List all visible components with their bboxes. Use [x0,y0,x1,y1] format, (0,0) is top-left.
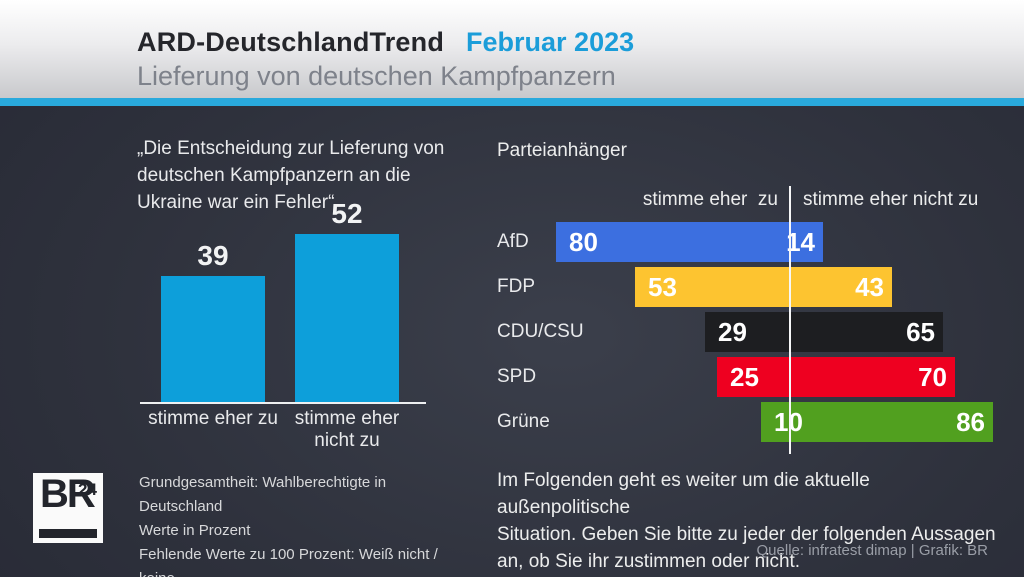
accent-stripe [0,98,1024,106]
source-credit: Quelle: infratest dimap | Grafik: BR [756,542,988,559]
agree-value: 10 [774,402,803,442]
br24-logo-bar [39,529,97,538]
br24-logo-sup: 24 [78,480,97,499]
party-bar: 53 43 [635,267,892,307]
party-label: SPD [497,366,537,387]
agree-value: 25 [730,362,759,392]
page-title: ARD-DeutschlandTrend [137,27,445,57]
disagree-value: 70 [918,362,947,392]
party-label: Grüne [497,411,550,432]
divider-line [789,186,791,454]
agree-value: 80 [569,227,598,257]
vertical-bar [161,276,265,403]
chart-baseline [140,402,426,404]
bar-category-label: stimme eher nicht zu [294,408,400,451]
header: ARD-DeutschlandTrend Februar 2023 Lieferu… [0,0,1024,98]
bar-value-label: 39 [197,240,229,271]
column-header-agree: stimme eher zu [642,189,778,210]
agree-value: 29 [718,317,747,347]
column-header-disagree: stimme eher nicht zu [803,189,979,210]
bar-category-label: stimme eher zu [148,408,278,429]
br24-logo: BR 24 [33,472,103,543]
header-title-line: ARD-DeutschlandTrend Februar 2023 [137,27,634,58]
methodology-footnote: Grundgesamtheit: Wahlberechtigte in Deut… [139,474,438,577]
vertical-bar [295,234,399,403]
party-chart-title: Parteianhänger [497,140,627,161]
party-label: CDU/CSU [497,321,584,342]
party-bar: 10 86 [761,402,993,442]
disagree-value: 43 [855,272,884,302]
survey-question: „Die Entscheidung zur Lieferung von deut… [137,138,445,213]
outro-text: Im Folgenden geht es weiter um die aktue… [497,470,996,572]
agree-value: 53 [648,272,677,302]
bar-value-label: 52 [331,198,363,229]
party-bar: 29 65 [705,312,943,352]
page-subtitle: Lieferung von deutschen Kampfpanzern [137,61,616,91]
disagree-value: 65 [906,317,935,347]
br24-logo-text: BR [40,472,96,516]
party-label: AfD [497,231,529,252]
party-bar: 25 70 [717,357,955,397]
edition-date: Februar 2023 [466,27,635,57]
party-label: FDP [497,276,535,297]
disagree-value: 86 [956,407,985,437]
party-bar: 80 14 [556,222,823,262]
